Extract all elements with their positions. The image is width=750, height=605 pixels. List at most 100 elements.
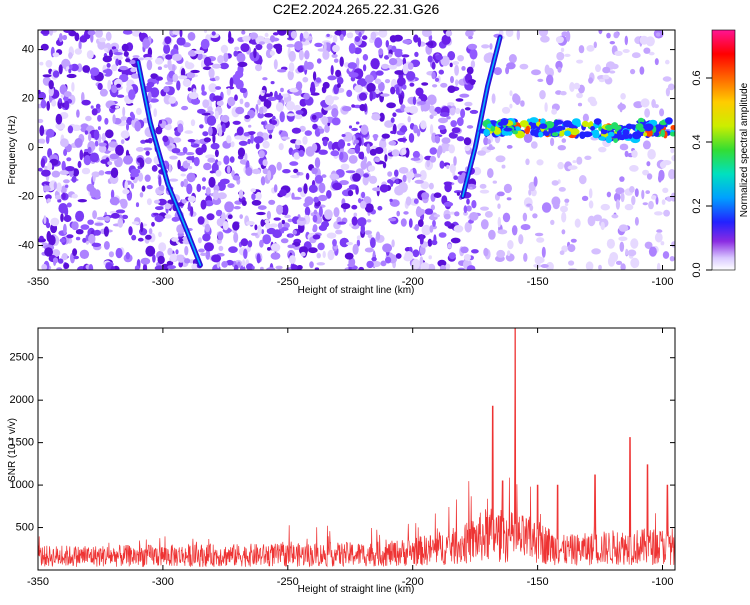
heatmap-cell bbox=[147, 91, 152, 103]
heatmap-cell bbox=[179, 30, 183, 38]
heatmap-cell bbox=[654, 58, 659, 66]
heatmap-cell bbox=[60, 185, 67, 195]
heatmap-cell bbox=[648, 51, 655, 56]
heatmap-cell bbox=[417, 101, 426, 105]
snr-x-axis-label: Height of straight line (km) bbox=[298, 584, 415, 595]
heatmap-cell bbox=[600, 203, 610, 211]
heatmap-cell bbox=[634, 188, 639, 198]
heatmap-cell bbox=[319, 128, 325, 134]
heatmap-cell bbox=[56, 182, 62, 193]
heatmap-cell bbox=[659, 108, 665, 117]
heatmap-cell bbox=[120, 116, 128, 121]
heatmap-cell bbox=[269, 50, 275, 56]
heatmap-cell bbox=[105, 129, 114, 139]
heatmap-cell bbox=[46, 100, 50, 111]
heatmap-cell bbox=[226, 87, 231, 96]
heatmap-cell bbox=[288, 50, 296, 62]
heatmap-cell bbox=[466, 198, 470, 205]
heatmap-cell bbox=[551, 108, 557, 115]
heatmap-cell bbox=[618, 236, 628, 242]
heatmap-cell bbox=[82, 65, 91, 73]
heatmap-cell bbox=[185, 152, 195, 156]
heatmap-cell bbox=[175, 249, 179, 255]
heatmap-cell bbox=[62, 34, 68, 41]
heatmap-cell bbox=[479, 183, 487, 189]
heatmap-cell bbox=[266, 210, 271, 220]
heatmap-cell bbox=[375, 89, 380, 95]
heatmap-cell bbox=[187, 87, 192, 92]
heatmap-cell bbox=[77, 199, 88, 203]
heatmap-cell bbox=[303, 92, 310, 100]
heatmap-cell bbox=[520, 224, 531, 231]
heatmap-cell bbox=[557, 145, 566, 151]
heatmap-x-axis: -350 -300 -250 -200 -150 -100 bbox=[27, 30, 674, 288]
heatmap-cell bbox=[654, 211, 663, 216]
heatmap-cell bbox=[471, 200, 477, 209]
heatmap-cell bbox=[511, 225, 518, 236]
heatmap-streak-core bbox=[461, 36, 501, 198]
heatmap-cell bbox=[259, 239, 264, 248]
heatmap-cell bbox=[413, 124, 419, 134]
heatmap-cell bbox=[260, 266, 264, 270]
heatmap-cell bbox=[304, 50, 310, 60]
heatmap-cell bbox=[217, 55, 225, 64]
heatmap-cell bbox=[615, 260, 623, 265]
heatmap-cell bbox=[457, 267, 465, 270]
heatmap-cell bbox=[206, 213, 215, 221]
heatmap-cell bbox=[55, 113, 63, 125]
heatmap-cell bbox=[241, 30, 246, 35]
heatmap-band-cell bbox=[653, 131, 660, 137]
heatmap-cell bbox=[347, 32, 354, 39]
heatmap-cell bbox=[407, 62, 414, 70]
heatmap-cell bbox=[311, 167, 318, 175]
heatmap-cell bbox=[404, 106, 413, 113]
heatmap-cell bbox=[157, 255, 165, 265]
heatmap-cell bbox=[518, 234, 524, 245]
heatmap-cell bbox=[358, 31, 362, 38]
heatmap-cell bbox=[235, 106, 245, 115]
heatmap-cell bbox=[293, 104, 301, 112]
heatmap-cell bbox=[393, 34, 403, 42]
heatmap-cell bbox=[142, 38, 150, 49]
heatmap-cell bbox=[450, 120, 458, 128]
heatmap-cell bbox=[255, 142, 260, 150]
heatmap-cell bbox=[457, 55, 464, 62]
heatmap-cell bbox=[409, 82, 415, 87]
heatmap-cell bbox=[414, 179, 424, 184]
heatmap-cell bbox=[463, 137, 472, 146]
heatmap-cell bbox=[53, 181, 57, 190]
heatmap-cell bbox=[190, 206, 194, 217]
heatmap-cell bbox=[52, 52, 60, 58]
heatmap-cell bbox=[530, 141, 538, 149]
heatmap-cell bbox=[91, 108, 98, 116]
heatmap-cell bbox=[532, 213, 538, 219]
heatmap-cell bbox=[145, 245, 156, 257]
heatmap-band-cell bbox=[625, 123, 633, 130]
heatmap-cell bbox=[564, 202, 569, 207]
heatmap-cell bbox=[40, 158, 46, 168]
heatmap-cell bbox=[314, 42, 323, 48]
heatmap-cell bbox=[186, 183, 193, 195]
heatmap-cell bbox=[229, 77, 234, 88]
heatmap-cell bbox=[372, 134, 379, 139]
snr-y-axis: 500 1000 1500 2000 2500 bbox=[10, 352, 675, 533]
heatmap-cell bbox=[455, 98, 464, 102]
heatmap-cell bbox=[339, 56, 344, 67]
heatmap-cell bbox=[63, 91, 72, 98]
heatmap-cell bbox=[505, 253, 515, 262]
heatmap-cell bbox=[116, 83, 122, 88]
heatmap-cell bbox=[273, 59, 278, 70]
heatmap-cell bbox=[67, 125, 74, 134]
heatmap-cell bbox=[76, 109, 80, 118]
heatmap-cell bbox=[356, 57, 360, 67]
heatmap-cell bbox=[427, 238, 433, 247]
heatmap-cell bbox=[98, 145, 107, 153]
heatmap-cell bbox=[381, 63, 389, 69]
heatmap-cell bbox=[287, 70, 294, 81]
heatmap-cell bbox=[168, 164, 172, 173]
heatmap-cell bbox=[158, 119, 163, 124]
heatmap-cell bbox=[388, 64, 398, 70]
heatmap-cell bbox=[270, 81, 275, 85]
heatmap-cell bbox=[366, 82, 376, 93]
heatmap-cell bbox=[567, 267, 578, 270]
